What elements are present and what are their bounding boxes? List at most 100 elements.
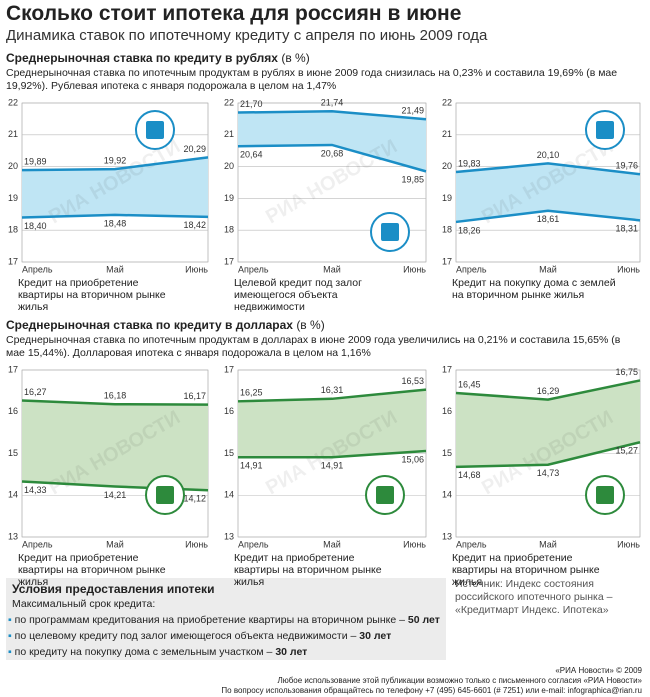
icon-glyph: [146, 121, 164, 139]
value-label: 16,18: [104, 391, 127, 401]
icon-glyph: [381, 223, 399, 241]
icon-glyph: [596, 486, 614, 504]
series-line: [237, 110, 427, 121]
y-tick-label: 15: [224, 448, 234, 458]
y-tick-label: 22: [224, 97, 234, 107]
y-tick-label: 16: [442, 406, 452, 416]
x-tick-label: Июнь: [403, 264, 426, 274]
subtitle: Динамика ставок по ипотечному кредиту с …: [6, 27, 488, 44]
value-label: 18,61: [537, 214, 560, 224]
value-label: 20,29: [183, 144, 206, 154]
value-label: 16,53: [401, 376, 424, 386]
series-line: [455, 379, 641, 401]
band-area: [456, 163, 640, 222]
y-tick-label: 13: [442, 531, 452, 541]
value-label: 14,91: [240, 461, 263, 471]
y-tick-label: 13: [224, 531, 234, 541]
chart-caption: Кредит на приобретение квартиры на втори…: [234, 552, 382, 588]
y-tick-label: 22: [442, 97, 452, 107]
y-tick-label: 18: [8, 225, 18, 235]
contact: По вопросу использования обращайтесь по …: [221, 686, 642, 695]
value-label: 14,12: [183, 494, 206, 504]
condition-item: ▪ по кредиту на покупку дома с земельным…: [8, 644, 444, 660]
series-line: [21, 156, 209, 172]
value-label: 15,06: [401, 454, 424, 464]
y-tick-label: 18: [442, 225, 452, 235]
value-label: 19,76: [615, 161, 638, 171]
chart-caption: Кредит на приобретение квартиры на втори…: [18, 552, 166, 588]
series-line: [238, 449, 427, 459]
band-area: [456, 380, 640, 467]
series-line: [455, 162, 641, 176]
series-line: [455, 441, 641, 469]
y-tick-label: 17: [442, 256, 452, 266]
y-tick-label: 13: [8, 531, 18, 541]
value-label: 19,89: [24, 156, 47, 166]
series-line: [21, 213, 209, 219]
condition-text: по целевому кредиту под залог имеющегося…: [14, 630, 360, 642]
value-label: 16,17: [183, 391, 206, 401]
value-label: 14,33: [24, 485, 47, 495]
series-line: [237, 388, 427, 403]
y-tick-label: 17: [8, 364, 18, 374]
value-label: 19,92: [104, 156, 127, 166]
x-tick-label: Апрель: [238, 264, 269, 274]
y-tick-label: 15: [8, 448, 18, 458]
band-area: [22, 157, 208, 218]
y-tick-label: 17: [224, 256, 234, 266]
heading: Среднерыночная ставка по кредиту в долла…: [6, 318, 293, 332]
condition-text: по кредиту на покупку дома с земельным у…: [14, 646, 276, 658]
series-line: [21, 399, 209, 406]
conditions-title: Условия предоставления ипотеки: [12, 582, 215, 596]
value-label: 18,42: [183, 220, 206, 230]
condition-text: по программам кредитования на приобретен…: [14, 614, 408, 626]
y-tick-label: 21: [224, 129, 234, 139]
y-tick-label: 20: [8, 161, 18, 171]
source: Источник: Индекс состояния российского и…: [455, 578, 613, 616]
series-line: [455, 209, 641, 224]
y-tick-label: 17: [224, 364, 234, 374]
series-line: [237, 143, 427, 173]
y-tick-label: 20: [442, 161, 452, 171]
value-label: 21,74: [321, 98, 344, 108]
value-label: 14,91: [321, 461, 344, 471]
value-label: 18,48: [104, 218, 127, 228]
y-tick-label: 16: [8, 406, 18, 416]
value-label: 19,85: [401, 175, 424, 185]
x-tick-label: Июнь: [617, 539, 640, 549]
section-text: Среднерыночная ставка по ипотечным проду…: [6, 67, 618, 92]
conditions-subtitle: Максимальный срок кредита:: [12, 598, 156, 610]
x-tick-label: Июнь: [185, 539, 208, 549]
y-tick-label: 14: [442, 490, 452, 500]
bullet: ▪: [8, 614, 15, 626]
icon-glyph: [376, 486, 394, 504]
value-label: 16,29: [537, 386, 560, 396]
section-text: Среднерыночная ставка по ипотечным проду…: [6, 334, 621, 359]
bullet: ▪: [8, 646, 15, 658]
notice: Любое использование этой публикации возм…: [277, 676, 642, 685]
x-tick-label: Июнь: [617, 264, 640, 274]
title: Сколько стоит ипотека для россиян в июне: [6, 2, 462, 25]
y-tick-label: 15: [442, 448, 452, 458]
value-label: 16,75: [615, 367, 638, 377]
y-tick-label: 22: [8, 97, 18, 107]
unit: (в %): [296, 318, 325, 332]
y-tick-label: 17: [442, 364, 452, 374]
value-label: 21,49: [401, 106, 424, 116]
value-label: 16,45: [458, 379, 481, 389]
chart-caption: Кредит на покупку дома с землей на втори…: [452, 277, 616, 301]
heading: Среднерыночная ставка по кредиту в рубля…: [6, 51, 278, 65]
value-label: 16,25: [240, 388, 263, 398]
unit: (в %): [281, 51, 310, 65]
x-tick-label: Май: [323, 539, 341, 549]
chart-caption: Кредит на приобретение квартиры на втори…: [18, 277, 166, 313]
y-tick-label: 19: [8, 193, 18, 203]
condition-term: 50 лет: [407, 614, 440, 626]
icon-glyph: [156, 486, 174, 504]
value-label: 18,31: [615, 224, 638, 234]
value-label: 15,27: [615, 446, 638, 456]
x-tick-label: Май: [106, 539, 124, 549]
value-label: 14,68: [458, 470, 481, 480]
x-tick-label: Апрель: [456, 264, 487, 274]
